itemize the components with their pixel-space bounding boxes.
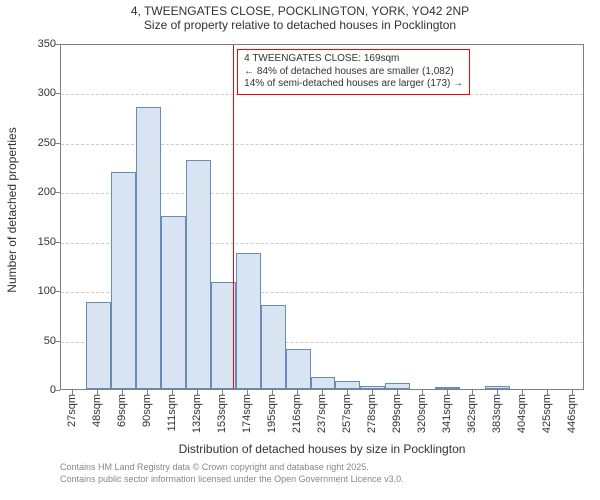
y-tick-mark xyxy=(55,242,60,243)
property-marker-line xyxy=(233,45,234,389)
histogram-bar xyxy=(86,302,111,389)
chart-subtitle: Size of property relative to detached ho… xyxy=(0,18,600,32)
histogram-bar xyxy=(485,386,510,389)
x-tick-mark xyxy=(547,390,548,395)
x-tick-label: 90sqm xyxy=(141,394,153,427)
x-tick-mark xyxy=(297,390,298,395)
x-tick-mark xyxy=(97,390,98,395)
x-tick-label: 216sqm xyxy=(291,394,303,433)
x-tick-label: 27sqm xyxy=(66,394,78,427)
y-tick-mark xyxy=(55,192,60,193)
plot-area: 4 TWEENGATES CLOSE: 169sqm← 84% of detac… xyxy=(60,44,584,390)
y-tick-label: 200 xyxy=(16,186,56,198)
property-annotation: 4 TWEENGATES CLOSE: 169sqm← 84% of detac… xyxy=(237,49,470,95)
attribution-line1: Contains HM Land Registry data © Crown c… xyxy=(60,462,404,474)
annotation-line2: ← 84% of detached houses are smaller (1,… xyxy=(244,66,463,79)
x-tick-label: 404sqm xyxy=(516,394,528,433)
annotation-line3: 14% of semi-detached houses are larger (… xyxy=(244,78,463,91)
x-tick-mark xyxy=(522,390,523,395)
y-tick-label: 150 xyxy=(16,236,56,248)
y-tick-label: 350 xyxy=(16,38,56,50)
grid-line xyxy=(61,94,583,95)
attribution-text: Contains HM Land Registry data © Crown c… xyxy=(60,462,404,485)
histogram-bar xyxy=(261,305,286,389)
histogram-bar xyxy=(385,383,410,389)
x-tick-mark xyxy=(147,390,148,395)
y-axis-label: Number of detached properties xyxy=(5,127,19,292)
x-tick-mark xyxy=(422,390,423,395)
x-axis-label: Distribution of detached houses by size … xyxy=(60,442,584,456)
x-tick-mark xyxy=(397,390,398,395)
y-tick-mark xyxy=(55,143,60,144)
x-tick-mark xyxy=(222,390,223,395)
x-tick-label: 425sqm xyxy=(541,394,553,433)
x-tick-label: 132sqm xyxy=(191,394,203,433)
chart-title-address: 4, TWEENGATES CLOSE, POCKLINGTON, YORK, … xyxy=(0,0,600,18)
x-tick-label: 237sqm xyxy=(316,394,328,433)
y-tick-label: 300 xyxy=(16,87,56,99)
histogram-bar xyxy=(111,172,136,389)
x-tick-label: 362sqm xyxy=(466,394,478,433)
histogram-bar xyxy=(360,386,385,389)
histogram-bar xyxy=(211,282,236,389)
x-tick-label: 383sqm xyxy=(491,394,503,433)
y-tick-label: 0 xyxy=(16,384,56,396)
histogram-bar xyxy=(311,377,336,389)
x-tick-mark xyxy=(572,390,573,395)
x-tick-mark xyxy=(247,390,248,395)
x-tick-label: 341sqm xyxy=(441,394,453,433)
x-tick-label: 195sqm xyxy=(266,394,278,433)
x-tick-mark xyxy=(72,390,73,395)
x-tick-label: 320sqm xyxy=(416,394,428,433)
y-tick-label: 250 xyxy=(16,137,56,149)
annotation-line1: 4 TWEENGATES CLOSE: 169sqm xyxy=(244,53,463,66)
x-tick-label: 257sqm xyxy=(341,394,353,433)
x-tick-mark xyxy=(122,390,123,395)
x-tick-label: 299sqm xyxy=(391,394,403,433)
x-tick-label: 153sqm xyxy=(216,394,228,433)
histogram-bar xyxy=(161,216,186,389)
x-tick-mark xyxy=(172,390,173,395)
histogram-bar xyxy=(335,381,360,389)
y-tick-mark xyxy=(55,44,60,45)
y-tick-mark xyxy=(55,93,60,94)
x-tick-mark xyxy=(497,390,498,395)
histogram-bar xyxy=(136,107,161,389)
x-tick-mark xyxy=(197,390,198,395)
y-tick-label: 50 xyxy=(16,335,56,347)
y-tick-mark xyxy=(55,291,60,292)
histogram-bar xyxy=(435,387,460,389)
histogram-bar xyxy=(286,349,311,389)
y-tick-label: 100 xyxy=(16,285,56,297)
x-tick-mark xyxy=(347,390,348,395)
x-tick-label: 278sqm xyxy=(366,394,378,433)
x-tick-label: 174sqm xyxy=(241,394,253,433)
y-tick-mark xyxy=(55,390,60,391)
x-tick-mark xyxy=(322,390,323,395)
x-tick-label: 48sqm xyxy=(91,394,103,427)
x-tick-mark xyxy=(447,390,448,395)
attribution-line2: Contains public sector information licen… xyxy=(60,474,404,486)
x-tick-label: 446sqm xyxy=(566,394,578,433)
histogram-bar xyxy=(186,160,211,389)
x-tick-label: 69sqm xyxy=(116,394,128,427)
histogram-chart: 4, TWEENGATES CLOSE, POCKLINGTON, YORK, … xyxy=(0,0,600,500)
x-tick-mark xyxy=(472,390,473,395)
x-tick-mark xyxy=(372,390,373,395)
y-tick-mark xyxy=(55,341,60,342)
histogram-bar xyxy=(236,253,261,389)
x-tick-label: 111sqm xyxy=(166,394,178,432)
x-tick-mark xyxy=(272,390,273,395)
